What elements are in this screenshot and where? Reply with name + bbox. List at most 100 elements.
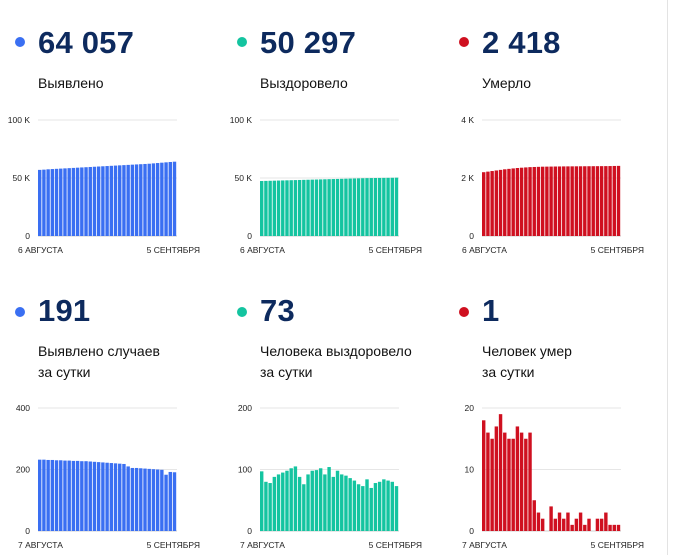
y-tick-label: 200: [16, 465, 30, 475]
stat-label: Человек умер за сутки: [482, 341, 572, 383]
bar: [566, 512, 570, 531]
x-tick-label: 7 АВГУСТА: [18, 540, 63, 550]
y-tick-label: 10: [465, 465, 475, 475]
bar: [71, 167, 76, 236]
bar: [130, 467, 135, 531]
bar: [587, 166, 591, 236]
bar: [604, 166, 608, 236]
bar: [482, 420, 486, 531]
bar-chart: 0 50 K 100 K 6 АВГУСТА 5 СЕНТЯБРЯ: [230, 115, 422, 255]
bar: [272, 476, 277, 531]
y-tick-label: 0: [247, 526, 252, 536]
bar: [356, 484, 361, 531]
bar: [524, 167, 528, 236]
bar-chart: 0 2 K 4 K 6 АВГУСТА 5 СЕНТЯБРЯ: [461, 115, 644, 255]
x-tick-label: 6 АВГУСТА: [18, 245, 63, 255]
bar: [122, 165, 126, 236]
bar: [490, 171, 494, 236]
y-tick-label: 0: [469, 231, 474, 241]
bar: [88, 461, 92, 531]
bar: [361, 178, 365, 236]
bar: [352, 178, 357, 236]
stat-value: 1: [482, 293, 500, 328]
bar: [168, 161, 172, 236]
bar: [50, 169, 55, 236]
bar: [327, 179, 331, 236]
bar: [318, 179, 323, 236]
stat-panel-recovered: 50 297 Выздоровело 0 50 K 100 K 6 АВГУСТА 5 …: [222, 0, 447, 278]
bar: [612, 524, 616, 531]
bar: [147, 163, 151, 236]
bar: [394, 177, 399, 236]
bar: [511, 438, 515, 531]
bar-chart: 0 10 20 7 АВГУСТА 5 СЕНТЯБРЯ: [462, 403, 644, 550]
bar: [310, 179, 314, 236]
bar: [348, 178, 352, 236]
bar: [612, 165, 616, 236]
stat-label-line: за сутки: [260, 364, 313, 380]
bar: [356, 178, 361, 236]
bar: [578, 166, 583, 236]
bar: [377, 481, 382, 531]
bar: [105, 462, 109, 531]
bar: [390, 177, 394, 236]
bar: [486, 432, 490, 531]
bar: [302, 484, 306, 531]
bar: [118, 463, 122, 531]
bar: [519, 432, 524, 531]
bar: [71, 460, 76, 531]
bar: [394, 486, 399, 531]
bar: [172, 472, 177, 531]
bar: [172, 161, 177, 236]
y-tick-label: 20: [465, 403, 475, 413]
bar: [54, 460, 59, 531]
bar: [63, 168, 67, 236]
y-tick-label: 400: [16, 403, 30, 413]
bar: [591, 166, 595, 236]
bar: [377, 177, 382, 236]
bar: [486, 171, 490, 236]
bar: [494, 170, 499, 236]
x-tick-label: 5 СЕНТЯБРЯ: [591, 245, 644, 255]
y-tick-label: 100 K: [230, 115, 253, 125]
bar: [134, 164, 139, 236]
bar: [59, 168, 63, 236]
bar: [134, 467, 139, 531]
stat-label: Выздоровело: [260, 73, 348, 94]
stat-label: Человека выздоровело за сутки: [260, 341, 412, 383]
bar: [570, 524, 574, 531]
stat-label-line: за сутки: [38, 364, 91, 380]
bar: [84, 461, 88, 531]
bar: [616, 524, 621, 531]
bar: [109, 463, 114, 531]
bar: [101, 166, 105, 236]
bar: [160, 162, 164, 236]
bar: [289, 180, 293, 236]
bar: [105, 166, 109, 236]
bar: [382, 479, 386, 531]
bar: [80, 461, 84, 531]
bar: [583, 166, 587, 236]
x-tick-label: 6 АВГУСТА: [240, 245, 285, 255]
bar: [519, 167, 524, 236]
bar: [285, 180, 289, 236]
stat-value: 2 418: [482, 25, 561, 60]
bar: [260, 181, 264, 236]
bar: [369, 178, 373, 236]
bar: [80, 167, 84, 236]
y-tick-label: 0: [469, 526, 474, 536]
bar: [549, 166, 553, 236]
x-tick-label: 5 СЕНТЯБРЯ: [147, 540, 200, 550]
bar: [314, 179, 319, 236]
bar: [382, 177, 386, 236]
bar: [293, 466, 298, 531]
bar: [373, 178, 378, 236]
bar: [583, 524, 587, 531]
bar: [562, 166, 566, 236]
y-tick-label: 2 K: [461, 173, 474, 183]
bar: [113, 463, 118, 531]
bar: [608, 166, 612, 236]
stat-label-line: Умерло: [482, 75, 532, 91]
bar: [306, 474, 310, 531]
stat-value: 73: [260, 293, 295, 328]
